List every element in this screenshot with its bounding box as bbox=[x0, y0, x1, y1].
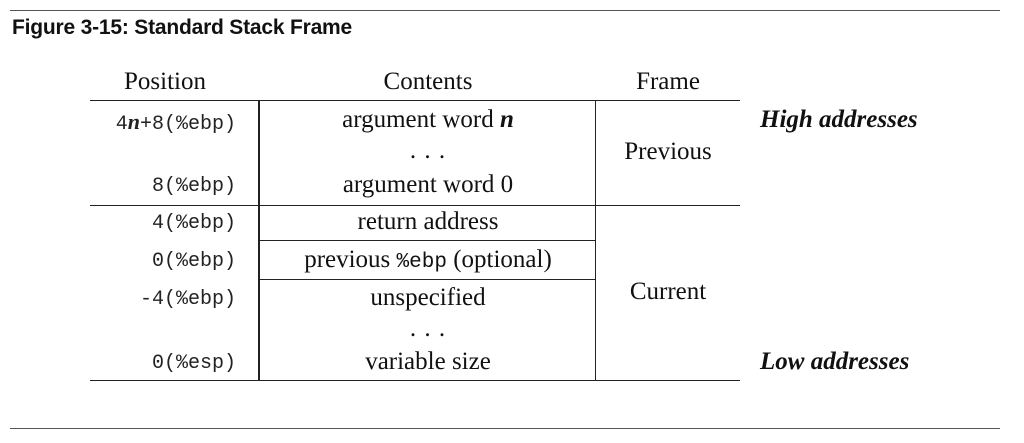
frame-divider-rule bbox=[90, 205, 740, 206]
figure-title: Figure 3-15: Standard Stack Frame bbox=[12, 16, 353, 39]
row-rule-previous-ebp bbox=[258, 279, 596, 280]
contents-previous-ebp: previous %ebp (optional) bbox=[304, 246, 552, 274]
bottom-rule bbox=[90, 380, 740, 381]
contents-ellipsis-upper: . . . bbox=[409, 137, 447, 164]
position-row-6: -4(%ebp) bbox=[139, 288, 236, 311]
contents-variable-size: variable size bbox=[365, 348, 491, 375]
frame-current: Current bbox=[629, 278, 707, 305]
header-position: Position bbox=[124, 68, 206, 95]
position-row-5: 0(%ebp) bbox=[151, 250, 236, 273]
label-low-addresses: Low addresses bbox=[760, 348, 910, 375]
contents-argument-word-n: argument word n bbox=[342, 106, 514, 133]
position-row-8: 0(%esp) bbox=[151, 352, 236, 375]
row-rule-return bbox=[258, 240, 596, 241]
contents-return-address: return address bbox=[357, 208, 499, 235]
position-row-3: 8(%ebp) bbox=[151, 175, 236, 198]
contents-ellipsis-lower: . . . bbox=[409, 315, 447, 342]
position-row-4: 4(%ebp) bbox=[151, 212, 236, 235]
header-contents: Contents bbox=[383, 68, 473, 95]
bottom-page-rule bbox=[10, 428, 1000, 429]
label-high-addresses: High addresses bbox=[760, 106, 918, 133]
position-row-1: 4n+8(%ebp) bbox=[115, 109, 236, 137]
header-rule bbox=[90, 100, 740, 101]
contents-argument-word-0: argument word 0 bbox=[342, 171, 514, 198]
frame-previous: Previous bbox=[624, 138, 712, 165]
contents-unspecified: unspecified bbox=[370, 284, 486, 311]
header-frame: Frame bbox=[636, 68, 700, 95]
top-rule bbox=[10, 10, 1000, 11]
